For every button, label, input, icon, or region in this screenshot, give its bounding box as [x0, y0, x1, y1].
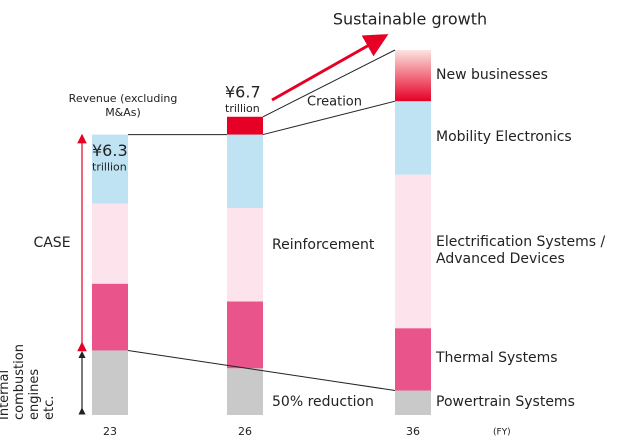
case-label: CASE — [33, 235, 70, 251]
total-label: ¥6.3 — [92, 141, 128, 160]
connector — [262, 49, 396, 118]
x-tick-label: 26 — [238, 425, 252, 438]
bar-segment — [227, 368, 263, 415]
bar-segment — [92, 203, 128, 284]
bar-segment — [227, 134, 263, 209]
legend-label: Mobility Electronics — [436, 128, 572, 145]
x-tick-label: 23 — [103, 425, 117, 438]
bar-segment — [92, 283, 128, 351]
ice-label: Internal combustion engines etc. — [0, 344, 57, 420]
bar-segment — [92, 134, 128, 204]
unit-label: trillion — [225, 102, 260, 115]
x-unit: (FY) — [493, 428, 511, 438]
bar-segment — [395, 328, 431, 391]
x-tick-label: 36 — [406, 425, 420, 438]
bar-segment — [395, 101, 431, 175]
legend-label: Thermal Systems — [436, 350, 558, 367]
legend-label: Electrification Systems / Advanced Devic… — [436, 233, 606, 268]
reduction-label: 50% reduction — [272, 394, 374, 410]
creation-label: Creation — [307, 95, 362, 110]
bar-segment — [227, 301, 263, 369]
bar-segment — [395, 174, 431, 329]
revenue-label: Revenue (excluding M&As) — [68, 92, 178, 119]
connector — [262, 100, 396, 136]
bar-segment — [92, 350, 128, 415]
bar-segment — [227, 116, 263, 135]
legend-label: Powertrain Systems — [436, 393, 575, 410]
growth-arrow — [271, 34, 389, 102]
reinforcement-label: Reinforcement — [272, 237, 375, 253]
chart-title: Sustainable growth — [333, 10, 487, 29]
legend-label: New businesses — [436, 66, 548, 83]
connector — [127, 349, 396, 392]
bar-segment — [227, 208, 263, 302]
total-label: ¥6.7 — [225, 82, 261, 101]
unit-label: trillion — [92, 161, 127, 174]
bar-segment — [395, 390, 431, 415]
bar-segment — [395, 50, 431, 102]
